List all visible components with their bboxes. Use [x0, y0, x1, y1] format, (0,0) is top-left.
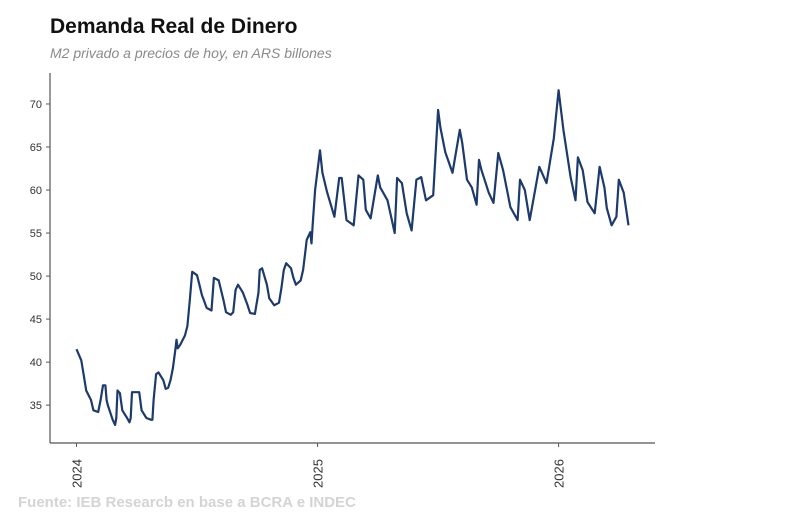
y-tick-label: 45: [30, 314, 42, 326]
x-tick-label: 2025: [311, 459, 326, 488]
y-tick-label: 35: [30, 400, 42, 412]
y-tick-label: 60: [30, 185, 42, 197]
source-note: Fuente: IEB Researcb en base a BCRA e IN…: [18, 494, 356, 511]
chart-title: Demanda Real de Dinero: [50, 15, 298, 38]
y-tick-label: 65: [30, 142, 42, 154]
y-tick-label: 55: [30, 228, 42, 240]
y-tick-label: 40: [30, 357, 42, 369]
x-tick-label: 2024: [70, 459, 85, 488]
y-ticks: 35 40 45 50 55 60 65 70: [30, 99, 50, 412]
series-line: [75, 89, 630, 426]
x-tick-label: 2026: [552, 459, 567, 488]
chart-subtitle: M2 privado a precios de hoy, en ARS bill…: [50, 45, 332, 61]
y-tick-label: 50: [30, 271, 42, 283]
y-tick-label: 70: [30, 99, 42, 111]
x-ticks: 2024 2025 2026: [70, 443, 567, 488]
